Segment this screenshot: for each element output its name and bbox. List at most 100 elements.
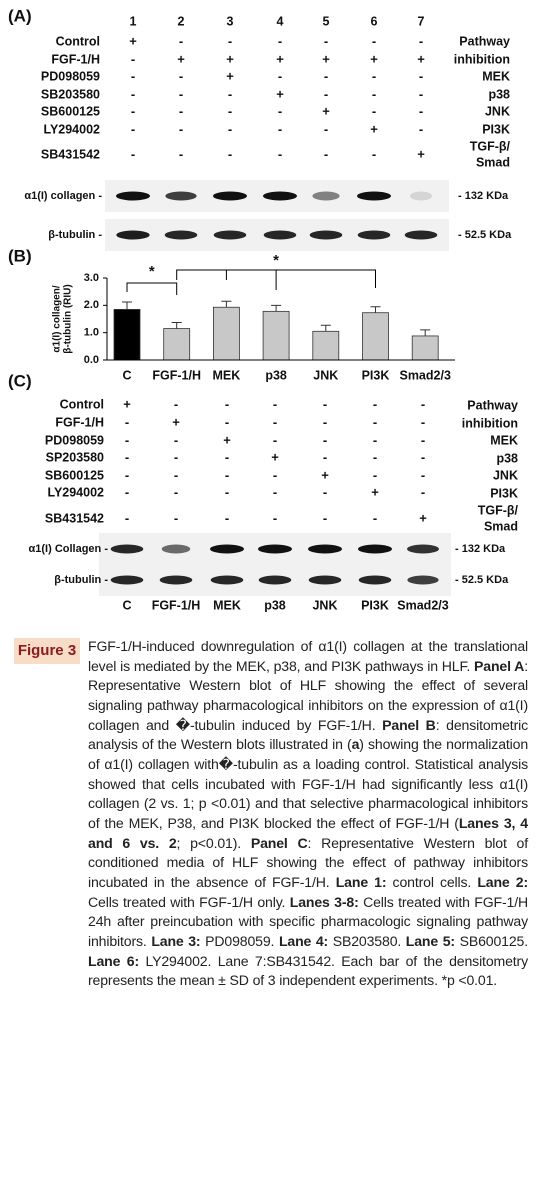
treatment-sign: - <box>273 396 277 411</box>
row-label: SB203580 <box>41 87 100 101</box>
error-bar <box>122 301 132 310</box>
caption-text: Panel A <box>474 657 525 674</box>
treatment-sign: - <box>421 396 425 411</box>
error-bar <box>221 300 232 308</box>
row-label: SB600125 <box>41 104 100 118</box>
caption-text: Lane 3: <box>151 932 201 949</box>
treatment-sign: + <box>417 51 425 66</box>
caption-text: Lane 2: <box>477 873 529 890</box>
row-label: Control <box>56 34 100 48</box>
treatment-sign: - <box>372 103 376 118</box>
treatment-sign: - <box>179 33 183 48</box>
row-label: FGF-1/H <box>55 415 104 429</box>
treatment-sign: - <box>174 510 178 525</box>
blot-band <box>210 544 244 554</box>
treatment-sign: + <box>322 103 330 118</box>
caption-text: : Representative Western blot of conditi… <box>88 834 528 890</box>
treatment-sign: - <box>419 103 423 118</box>
treatment-sign: + <box>123 396 131 411</box>
x-tick-label: FGF-1/H <box>152 368 201 382</box>
blot-label: α1(I) Collagen - <box>29 543 109 555</box>
row-label: LY294002 <box>43 122 100 136</box>
y-axis-label: α1(I) collagen/ <box>52 285 63 352</box>
treatment-sign: - <box>273 484 277 499</box>
caption-text: Lanes 3-8: <box>289 893 359 910</box>
blot-band <box>357 191 391 201</box>
molecular-weight: - 132 KDa <box>458 190 509 202</box>
treatment-sign: - <box>225 414 229 429</box>
caption-text: Cells treated with FGF-1/H 24h after pre… <box>88 893 529 949</box>
blot-band <box>213 230 247 240</box>
treatment-sign: - <box>421 414 425 429</box>
treatment-sign: + <box>417 146 425 161</box>
blot-band <box>165 191 197 201</box>
caption-text: SB600125. <box>454 932 529 949</box>
caption-text: Lane 5: <box>405 932 455 949</box>
treatment-sign: + <box>322 51 330 66</box>
treatment-sign: - <box>373 449 377 464</box>
row-label: SP203580 <box>46 450 104 464</box>
row-label: SB431542 <box>41 147 100 161</box>
treatment-sign: - <box>125 449 129 464</box>
error-bar <box>370 306 381 313</box>
pathway-label: PI3K <box>482 122 510 136</box>
blot-band <box>309 230 343 240</box>
treatment-sign: - <box>323 484 327 499</box>
treatment-sign: + <box>370 51 378 66</box>
treatment-sign: + <box>172 414 180 429</box>
treatment-sign: - <box>228 121 232 136</box>
blot-band <box>263 230 297 240</box>
treatment-sign: - <box>323 396 327 411</box>
treatment-sign: - <box>131 121 135 136</box>
treatment-sign: - <box>373 467 377 482</box>
treatment-sign: - <box>421 432 425 447</box>
blot-band <box>116 230 150 240</box>
row-label: PD098059 <box>45 433 104 447</box>
pathway-label: Smad <box>476 155 510 169</box>
error-bar <box>320 324 331 332</box>
treatment-sign: - <box>273 467 277 482</box>
error-bar <box>271 304 282 312</box>
treatment-sign: - <box>278 33 282 48</box>
treatment-sign: - <box>278 121 282 136</box>
treatment-sign: - <box>419 121 423 136</box>
treatment-sign: - <box>324 86 328 101</box>
caption-text: Lane 1: <box>335 873 387 890</box>
lane-label: C <box>122 598 131 612</box>
treatment-sign: + <box>177 51 185 66</box>
y-axis-label: β-tubulin (RIU) <box>63 284 74 353</box>
blot-label: β-tubulin - <box>54 574 108 586</box>
caption-text: ) showing the normalization of α1(I) col… <box>88 736 529 831</box>
x-tick-label: MEK <box>213 368 241 382</box>
blot-band <box>407 544 439 554</box>
lane-label: p38 <box>264 598 286 612</box>
treatment-sign: + <box>226 68 234 83</box>
lane-label: PI3K <box>361 598 389 612</box>
panel-label: (C) <box>8 371 32 390</box>
treatment-sign: - <box>228 103 232 118</box>
caption-text: Panel C <box>250 834 308 851</box>
treatment-sign: - <box>179 146 183 161</box>
treatment-sign: - <box>323 432 327 447</box>
blot-band <box>110 575 144 585</box>
blot-band <box>308 575 342 585</box>
caption-text: : densitometric analysis of the Western … <box>88 716 528 753</box>
treatment-sign: - <box>179 86 183 101</box>
error-bar <box>420 329 431 336</box>
bar <box>212 306 240 361</box>
treatment-sign: - <box>372 68 376 83</box>
treatment-sign: - <box>324 121 328 136</box>
treatment-sign: + <box>276 51 284 66</box>
treatment-sign: + <box>223 432 231 447</box>
caption-text: Cells treated with FGF-1/H only. <box>88 893 290 910</box>
pathway-label: JNK <box>493 468 518 482</box>
blot-band <box>358 575 392 585</box>
blot-band <box>258 544 292 554</box>
figure-label: Figure 3 <box>14 638 80 664</box>
treatment-sign: - <box>225 396 229 411</box>
caption-text: ; p<0.01). <box>176 834 251 851</box>
treatment-sign: - <box>131 86 135 101</box>
lane-label: Smad2/3 <box>397 598 448 612</box>
figure-caption: FGF-1/H-induced downregulation of α1(I) … <box>88 637 528 991</box>
